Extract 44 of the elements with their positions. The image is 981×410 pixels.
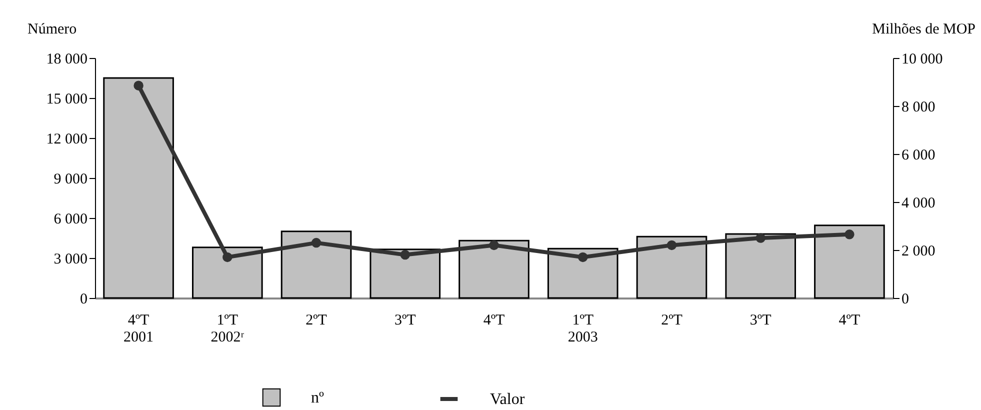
y-tick-label: 3 000	[54, 252, 88, 268]
bar	[370, 248, 441, 299]
bar	[547, 248, 618, 299]
y-tick-label: 9 000	[54, 172, 88, 188]
point	[844, 230, 854, 240]
point	[666, 240, 677, 250]
y-tick-label: 0	[80, 292, 88, 308]
point	[489, 240, 499, 250]
x-tick-label: 2ºT	[661, 312, 682, 328]
y2-tick-label: 8 000	[902, 100, 936, 116]
y-tick-label: 18 000	[46, 52, 88, 68]
y2-axis-title: Milhões de MOP	[872, 22, 976, 38]
y2-tick-label: 2 000	[902, 244, 936, 260]
y-tick-label: 15 000	[46, 92, 88, 108]
legend-label: nº	[311, 390, 324, 406]
x-tick-label: 1ºT 2002ʳ	[210, 312, 245, 346]
x-tick-label: 3ºT	[750, 312, 772, 328]
bar	[192, 246, 263, 299]
point	[311, 238, 322, 248]
bar	[725, 233, 796, 299]
bar	[636, 236, 708, 299]
point	[222, 252, 232, 262]
point	[134, 80, 144, 90]
bar	[280, 230, 352, 299]
bar	[458, 240, 530, 299]
y2-tick-label: 0	[902, 292, 909, 308]
x-tick-label: 1ºT 2003	[568, 312, 598, 346]
x-tick-label: 2ºT	[306, 312, 327, 328]
y2-tick-label: 6 000	[902, 148, 936, 164]
point	[578, 252, 588, 262]
x-tick-label: 3ºT	[394, 312, 416, 328]
x-tick-label: 4ºT	[838, 312, 860, 328]
bar	[814, 224, 885, 299]
x-tick-label: 4ºT 2001	[124, 312, 154, 346]
point	[756, 233, 766, 243]
y-tick-label: 12 000	[46, 132, 88, 148]
x-tick-label: 4ºT	[483, 312, 505, 328]
point	[400, 250, 410, 260]
y2-tick-label: 4 000	[902, 196, 936, 212]
y2-tick-label: 10 000	[902, 52, 943, 68]
bar	[103, 77, 174, 299]
legend-label: Valor	[490, 391, 526, 408]
y-tick-label: 6 000	[54, 212, 88, 228]
y-axis-title: Número	[28, 22, 77, 38]
